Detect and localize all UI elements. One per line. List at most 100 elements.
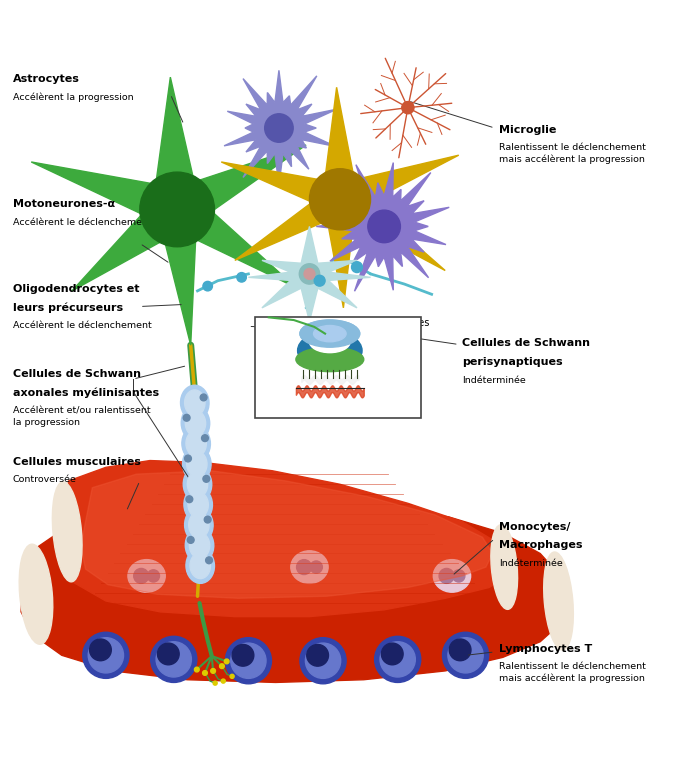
Ellipse shape bbox=[299, 264, 320, 284]
Ellipse shape bbox=[300, 320, 359, 347]
Ellipse shape bbox=[309, 331, 350, 353]
Ellipse shape bbox=[180, 386, 209, 421]
Ellipse shape bbox=[202, 671, 207, 675]
Ellipse shape bbox=[206, 557, 213, 564]
Ellipse shape bbox=[232, 644, 254, 666]
Ellipse shape bbox=[296, 560, 311, 575]
Ellipse shape bbox=[351, 262, 362, 272]
Ellipse shape bbox=[83, 632, 129, 679]
Ellipse shape bbox=[375, 636, 421, 682]
Ellipse shape bbox=[380, 642, 415, 677]
Ellipse shape bbox=[314, 325, 346, 342]
Polygon shape bbox=[58, 461, 513, 617]
Polygon shape bbox=[224, 70, 337, 186]
Ellipse shape bbox=[307, 644, 329, 666]
Ellipse shape bbox=[158, 643, 179, 665]
Ellipse shape bbox=[314, 275, 325, 286]
Text: Oligodendrocytes et: Oligodendrocytes et bbox=[13, 284, 139, 294]
Text: Cellules musculaires: Cellules musculaires bbox=[13, 457, 141, 467]
Text: mais accélèrent la progression: mais accélèrent la progression bbox=[499, 674, 646, 683]
Ellipse shape bbox=[237, 272, 246, 282]
Ellipse shape bbox=[185, 390, 205, 415]
Ellipse shape bbox=[230, 643, 266, 679]
Ellipse shape bbox=[213, 681, 217, 685]
Ellipse shape bbox=[203, 282, 213, 291]
Ellipse shape bbox=[182, 446, 211, 482]
Ellipse shape bbox=[182, 426, 211, 461]
Text: Ralentissent le déclenchement: Ralentissent le déclenchement bbox=[499, 662, 646, 671]
Ellipse shape bbox=[439, 568, 454, 584]
Ellipse shape bbox=[52, 482, 82, 582]
Text: mais accélèrent la progression: mais accélèrent la progression bbox=[499, 155, 646, 164]
Ellipse shape bbox=[186, 496, 193, 503]
Ellipse shape bbox=[368, 210, 401, 243]
Ellipse shape bbox=[434, 560, 471, 592]
Text: Accélèrent le déclenchement: Accélèrent le déclenchement bbox=[13, 217, 152, 226]
Text: Motoneurones-α: Motoneurones-α bbox=[13, 199, 115, 210]
Ellipse shape bbox=[265, 114, 293, 142]
Polygon shape bbox=[222, 87, 459, 308]
Ellipse shape bbox=[187, 471, 208, 497]
Ellipse shape bbox=[194, 667, 199, 672]
Ellipse shape bbox=[305, 643, 341, 679]
Ellipse shape bbox=[222, 679, 225, 683]
Ellipse shape bbox=[185, 528, 214, 563]
Ellipse shape bbox=[90, 639, 111, 661]
Ellipse shape bbox=[211, 669, 215, 673]
Text: Monocytes/: Monocytes/ bbox=[499, 522, 571, 532]
Text: axonales myélinisantes: axonales myélinisantes bbox=[13, 387, 159, 398]
Ellipse shape bbox=[184, 487, 213, 522]
Ellipse shape bbox=[300, 320, 359, 347]
Ellipse shape bbox=[225, 638, 272, 684]
Text: Accélèrent le déclenchement: Accélèrent le déclenchement bbox=[13, 321, 152, 330]
Text: Controversée: Controversée bbox=[13, 476, 77, 484]
Ellipse shape bbox=[190, 553, 211, 578]
Ellipse shape bbox=[449, 639, 471, 661]
Ellipse shape bbox=[224, 659, 229, 664]
Ellipse shape bbox=[183, 415, 190, 422]
Text: Ralentissent le déclenchement: Ralentissent le déclenchement bbox=[499, 143, 646, 152]
Ellipse shape bbox=[544, 552, 573, 650]
Text: Microglie: Microglie bbox=[499, 125, 557, 135]
Ellipse shape bbox=[183, 467, 212, 502]
Ellipse shape bbox=[203, 476, 210, 482]
Text: Accélèrent la progression: Accélèrent la progression bbox=[13, 92, 134, 102]
Text: Macrophages: Macrophages bbox=[499, 540, 583, 550]
Ellipse shape bbox=[189, 532, 210, 558]
Ellipse shape bbox=[186, 431, 206, 457]
Text: Jonctions neuromusculaires: Jonctions neuromusculaires bbox=[296, 318, 430, 328]
Ellipse shape bbox=[442, 632, 488, 679]
Ellipse shape bbox=[19, 544, 53, 644]
Ellipse shape bbox=[291, 551, 328, 584]
Ellipse shape bbox=[134, 568, 149, 584]
Ellipse shape bbox=[309, 169, 370, 230]
Text: Astrocytes: Astrocytes bbox=[13, 73, 80, 83]
Ellipse shape bbox=[230, 674, 234, 679]
Ellipse shape bbox=[185, 410, 206, 436]
Bar bbox=[255, 317, 421, 418]
Ellipse shape bbox=[151, 636, 197, 682]
Ellipse shape bbox=[189, 512, 209, 538]
Text: Cellules de Schwann: Cellules de Schwann bbox=[462, 338, 590, 348]
Polygon shape bbox=[248, 226, 370, 321]
Ellipse shape bbox=[88, 638, 123, 673]
Text: Lymphocytes T: Lymphocytes T bbox=[499, 644, 593, 654]
Ellipse shape bbox=[185, 455, 191, 462]
Ellipse shape bbox=[181, 405, 210, 441]
Text: perisynaptiques: perisynaptiques bbox=[462, 356, 563, 366]
Ellipse shape bbox=[187, 536, 194, 543]
Text: leurs précurseurs: leurs précurseurs bbox=[13, 302, 123, 313]
Text: Accélèrent et/ou ralentissent: Accélèrent et/ou ralentissent bbox=[13, 406, 150, 415]
Ellipse shape bbox=[187, 451, 207, 477]
Text: la progression: la progression bbox=[13, 418, 80, 427]
Ellipse shape bbox=[296, 347, 364, 372]
Ellipse shape bbox=[453, 570, 465, 582]
Ellipse shape bbox=[298, 331, 362, 370]
Ellipse shape bbox=[147, 570, 159, 582]
Ellipse shape bbox=[202, 435, 209, 441]
Ellipse shape bbox=[310, 561, 322, 573]
Ellipse shape bbox=[188, 492, 209, 518]
Text: Cellules de Schwann: Cellules de Schwann bbox=[13, 369, 141, 379]
Ellipse shape bbox=[314, 325, 346, 342]
Ellipse shape bbox=[220, 664, 224, 669]
